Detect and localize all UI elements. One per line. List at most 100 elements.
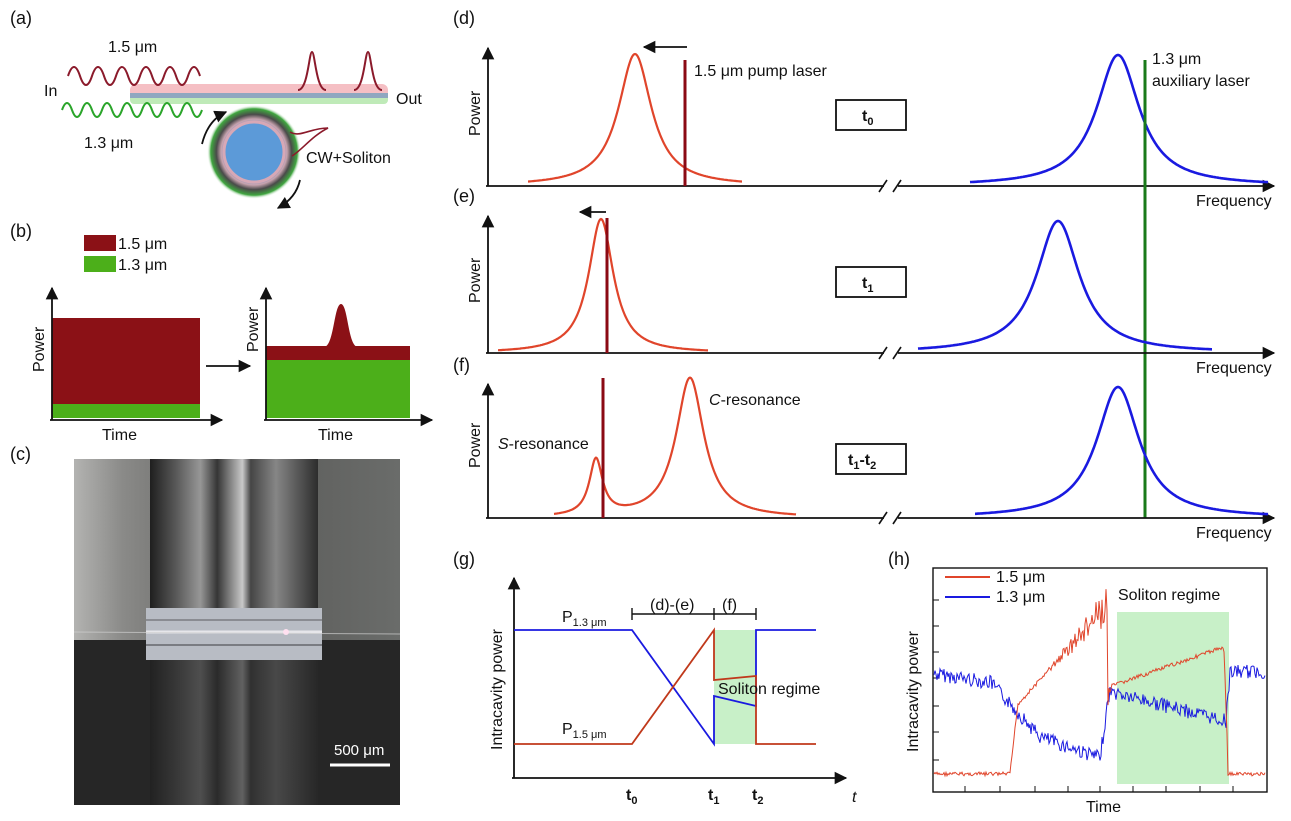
f-ylabel: Power	[467, 422, 484, 468]
e-xlabel: Frequency	[1196, 360, 1272, 377]
panel-label-h: (h)	[888, 549, 910, 569]
h-legend-label-blue: 1.3 μm	[996, 589, 1045, 606]
h-legend-label-red: 1.5 μm	[996, 569, 1045, 586]
aux-label-line2: auxiliary laser	[1152, 73, 1250, 90]
d-ylabel: Power	[467, 90, 484, 136]
d-time-label: t0	[862, 108, 873, 128]
pump-label: 1.5 μm pump laser	[694, 63, 828, 80]
g-t2-label: t2	[752, 787, 763, 807]
right-soliton-peak	[324, 304, 358, 347]
aux-label-line1: 1.3 μm	[1152, 51, 1201, 68]
e-axis-break-2	[892, 346, 902, 360]
g-t1-label: t1	[708, 787, 719, 807]
d-red-resonance	[528, 52, 742, 183]
e-time-label: t1	[862, 275, 873, 295]
g-p13-trace	[514, 629, 816, 747]
h-trace-1.5um	[933, 589, 1266, 778]
panel-label-a: (a)	[10, 8, 32, 28]
ring-callout	[289, 127, 329, 157]
panel-label-d: (d)	[453, 8, 475, 28]
f-xlabel: Frequency	[1196, 525, 1272, 542]
f-red-resonances	[553, 376, 797, 516]
photo-taper-fiber	[73, 631, 401, 635]
wave-red-label: 1.5 μm	[108, 39, 157, 56]
left-green-block	[52, 404, 200, 418]
photo-glint	[283, 629, 289, 635]
panel-b: 1.5 μm 1.3 μm Power Time Power Time	[31, 235, 434, 444]
d-xlabel: Frequency	[1196, 193, 1272, 210]
h-ylabel: Intracavity power	[905, 630, 922, 752]
legend-label-green: 1.3 μm	[118, 257, 167, 274]
d-time-box	[835, 99, 907, 131]
panel-e: Power Frequency t1	[467, 205, 1276, 377]
ring-label: CW+Soliton	[306, 150, 391, 167]
right-xlabel: Time	[318, 427, 353, 444]
out-label: Out	[396, 91, 422, 108]
h-trace-1.3um	[933, 664, 1266, 761]
red-wave	[67, 66, 201, 86]
e-axis-break-1	[878, 346, 888, 360]
panel-label-e: (e)	[453, 186, 475, 206]
rotation-arrow-bottom	[276, 179, 301, 209]
panel-label-f: (f)	[453, 355, 470, 375]
f-blue-resonance	[975, 385, 1269, 516]
in-label: In	[44, 83, 57, 100]
panel-f: S-resonance C-resonance Power Frequency …	[467, 376, 1276, 542]
h-soliton-label: Soliton regime	[1118, 587, 1220, 604]
output-pulse-1	[297, 50, 327, 91]
wave-green-label: 1.3 μm	[84, 135, 133, 152]
g-p15-trace	[514, 627, 816, 745]
c-resonance-label: C-resonance	[709, 392, 801, 409]
g-t0-label: t0	[626, 787, 637, 807]
legend-label-red: 1.5 μm	[118, 236, 167, 253]
rotation-arrow-top	[201, 110, 228, 145]
panel-h: 1.5 μm 1.3 μm Soliton regime Intracavity…	[905, 567, 1268, 816]
photo-pillar-bottom	[150, 660, 318, 805]
photo-pillar-top	[150, 459, 318, 611]
left-red-block	[52, 318, 200, 404]
f-time-box	[835, 443, 907, 475]
g-soliton-label: Soliton regime	[718, 681, 820, 698]
legend-swatch-green	[84, 256, 116, 272]
g-p13-label: P1.3 μm	[562, 609, 607, 629]
right-green-block	[266, 360, 410, 418]
ring-inner	[222, 120, 286, 184]
panel-a: 1.5 μm 1.3 μm In Out CW+Soliton	[44, 39, 422, 209]
d-axis-break-2	[892, 179, 902, 193]
left-xlabel: Time	[102, 427, 137, 444]
h-xlabel: Time	[1086, 799, 1121, 816]
panel-label-b: (b)	[10, 221, 32, 241]
e-red-resonance	[498, 217, 708, 352]
f-time-label: t1-t2	[848, 452, 876, 472]
photo-microresonator-disk	[146, 608, 322, 660]
g-ylabel: Intracavity power	[489, 628, 506, 750]
legend-swatch-red	[84, 235, 116, 251]
panel-d: 1.5 μm pump laser 1.3 μm auxiliary laser…	[467, 40, 1276, 518]
right-red-block	[266, 346, 410, 360]
right-ylabel: Power	[245, 306, 262, 352]
waveguide	[130, 93, 388, 98]
scale-bar-label: 500 μm	[334, 742, 384, 759]
green-wave	[61, 102, 203, 118]
left-ylabel: Power	[31, 326, 48, 372]
d-blue-resonance	[969, 53, 1269, 184]
e-ylabel: Power	[467, 257, 484, 303]
e-time-box	[835, 266, 907, 298]
g-p15-label: P1.5 μm	[562, 721, 607, 741]
d-axis-break-1	[878, 179, 888, 193]
f-axis-break-1	[878, 511, 888, 525]
panel-c-photo: 500 μm	[73, 459, 401, 805]
g-bracket-de: (d)-(e)	[650, 597, 694, 614]
f-axis-break-2	[892, 511, 902, 525]
output-pulse-2	[353, 50, 383, 91]
panel-label-c: (c)	[10, 444, 31, 464]
g-xlabel-t: t	[852, 789, 857, 806]
g-bracket-f: (f)	[722, 597, 737, 614]
panel-label-g: (g)	[453, 549, 475, 569]
h-ticks	[933, 599, 1234, 792]
h-soliton-region	[1117, 612, 1229, 784]
e-blue-resonance	[917, 219, 1212, 351]
s-resonance-label: S-resonance	[498, 436, 589, 453]
g-soliton-region	[714, 630, 756, 744]
